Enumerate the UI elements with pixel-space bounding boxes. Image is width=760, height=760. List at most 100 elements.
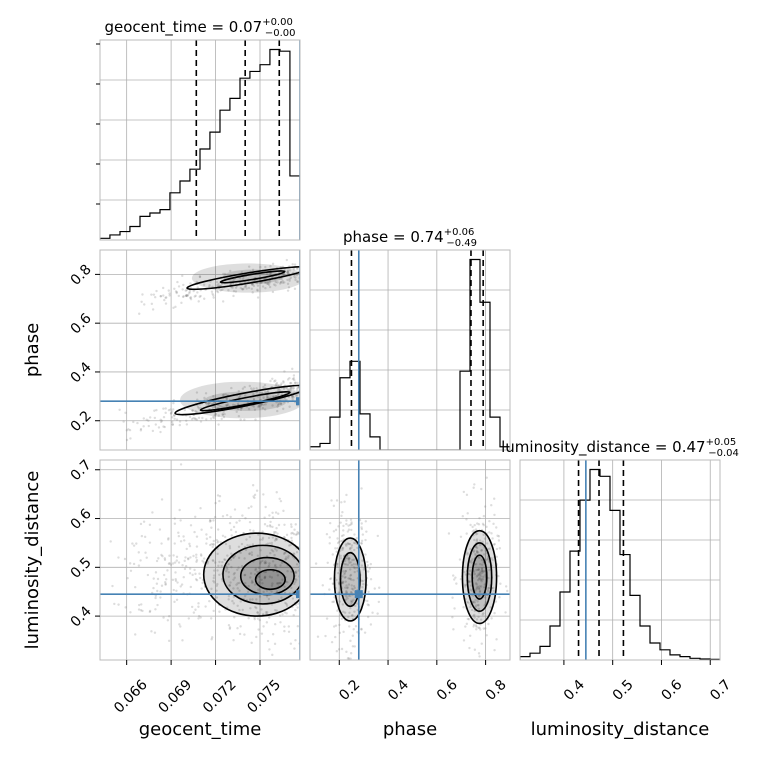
sample-point: [481, 563, 484, 566]
sample-point: [196, 286, 199, 289]
sample-point: [156, 589, 159, 593]
sample-point: [286, 270, 289, 274]
sample-point: [152, 586, 155, 590]
sample-point: [192, 416, 195, 420]
sample-point: [493, 648, 496, 652]
sample-point: [465, 493, 469, 497]
sample-point: [239, 551, 242, 555]
sample-point: [271, 525, 274, 529]
sample-point: [174, 571, 177, 574]
sample-point: [194, 417, 197, 421]
sample-point: [172, 414, 176, 417]
sample-point: [280, 393, 284, 396]
sample-point: [247, 617, 250, 620]
sample-point: [475, 546, 479, 550]
sample-point: [364, 553, 367, 556]
sample-point: [227, 595, 231, 598]
sample-point: [287, 554, 290, 558]
sample-point: [292, 374, 296, 377]
sample-point: [349, 573, 353, 577]
sample-point: [159, 295, 162, 298]
sample-point: [185, 294, 188, 298]
sample-point: [194, 294, 197, 298]
sample-point: [168, 554, 171, 557]
sample-point: [254, 567, 258, 571]
sample-point: [480, 549, 483, 552]
sample-point: [468, 634, 472, 638]
sample-point: [350, 603, 353, 606]
sample-point: [167, 562, 171, 565]
sample-point: [190, 605, 194, 609]
sample-point: [159, 420, 163, 424]
sample-point: [341, 548, 344, 551]
sample-point: [162, 425, 165, 428]
sample-point: [258, 618, 262, 622]
sample-point: [162, 415, 166, 419]
sample-point: [257, 575, 261, 578]
sample-point: [192, 554, 195, 558]
sample-point: [260, 608, 263, 611]
sample-point: [480, 487, 483, 491]
sample-point: [234, 290, 238, 293]
sample-point: [155, 289, 158, 293]
sample-point: [253, 616, 256, 619]
hist-bar: [140, 216, 150, 240]
sample-point: [205, 533, 208, 536]
sample-point: [267, 564, 271, 567]
sample-point: [483, 583, 487, 586]
sample-point: [493, 542, 496, 546]
sample-point: [178, 508, 181, 512]
sample-point: [292, 387, 295, 390]
sample-point: [229, 515, 232, 519]
sample-point: [348, 611, 351, 615]
hist-bar: [670, 655, 680, 660]
sample-point: [180, 301, 183, 305]
sample-point: [167, 639, 171, 643]
sample-point: [469, 605, 472, 609]
sample-point: [179, 585, 182, 588]
sample-point: [171, 562, 175, 565]
sample-point: [256, 611, 259, 614]
sample-point: [129, 569, 133, 572]
sample-point: [307, 570, 309, 572]
sample-point: [472, 550, 475, 554]
scatter-luminosity_distance_vs_geocent_time-frame: [99, 459, 301, 661]
y-tick-label: 0.2: [68, 408, 95, 435]
sample-point: [125, 438, 129, 442]
sample-point: [477, 607, 481, 610]
x-tick-label: 0.8: [483, 677, 510, 704]
sample-point: [292, 377, 296, 380]
sample-point: [367, 590, 370, 594]
sample-point: [237, 556, 241, 560]
sample-point: [325, 617, 329, 620]
hist-bar: [130, 227, 140, 240]
sample-point: [233, 576, 236, 579]
sample-point: [200, 554, 203, 557]
hist-bar: [530, 653, 540, 660]
sample-point: [365, 530, 368, 533]
sample-point: [349, 561, 352, 564]
sample-point: [221, 405, 224, 409]
sample-point: [252, 284, 256, 288]
sample-point: [477, 626, 480, 629]
sample-point: [293, 378, 296, 382]
sample-point: [342, 665, 344, 667]
sample-point: [350, 614, 354, 617]
sample-point: [351, 588, 355, 591]
sample-point: [265, 281, 268, 285]
sample-point: [188, 291, 191, 295]
sample-point: [491, 537, 494, 540]
sample-point: [354, 604, 357, 608]
sample-point: [230, 528, 233, 532]
sample-point: [208, 401, 211, 405]
hist-bar: [640, 626, 650, 660]
sample-point: [289, 276, 293, 279]
sample-point: [151, 308, 155, 311]
sample-point: [229, 581, 232, 584]
sample-point: [271, 395, 275, 399]
sample-point: [278, 393, 281, 396]
sample-point: [189, 282, 192, 285]
sample-point: [159, 294, 163, 298]
sample-point: [350, 546, 353, 549]
sample-point: [177, 531, 180, 534]
